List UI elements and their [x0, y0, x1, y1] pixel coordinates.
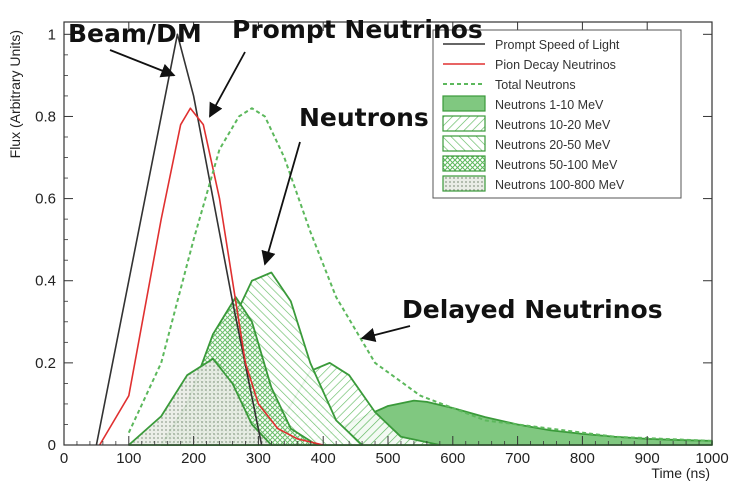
line-total-neutrons	[127, 107, 713, 442]
area-neutrons-100-800-mev	[127, 357, 273, 446]
annotation-neutrons: Neutrons	[261, 103, 429, 266]
legend-label: Neutrons 20-50 MeV	[495, 138, 611, 152]
legend-box	[432, 29, 682, 199]
y-tick-label: 0	[48, 437, 56, 454]
legend-swatch	[442, 175, 486, 192]
legend-entry-neutrons-10-20-mev: Neutrons 10-20 MeV	[442, 115, 611, 132]
y-tick-label: 1	[48, 26, 56, 43]
legend-label: Neutrons 10-20 MeV	[495, 118, 611, 132]
legend-swatch	[442, 155, 486, 172]
legend-label: Total Neutrons	[495, 78, 576, 92]
y-tick-label: 0.2	[35, 355, 56, 372]
legend-entry-neutrons-1-10-mev: Neutrons 1-10 MeV	[442, 95, 604, 112]
annotation-arrow	[109, 49, 176, 78]
annotation-delayed-neutrinos: Delayed Neutrinos	[360, 295, 663, 342]
flux-lines	[95, 33, 713, 446]
line-pion-decay-neutrinos	[98, 107, 324, 446]
neutron-areas	[127, 271, 713, 446]
annotation-arrow	[360, 325, 411, 342]
legend-label: Neutrons 50-100 MeV	[495, 158, 618, 172]
legend-swatch	[442, 95, 486, 112]
x-tick-label: 700	[505, 450, 530, 467]
legend-swatch	[442, 135, 486, 152]
annotation-label: Beam/DM	[68, 19, 202, 48]
annotation-label: Neutrons	[299, 103, 429, 132]
legend-entry-total-neutrons: Total Neutrons	[443, 78, 576, 92]
y-tick-label: 0.8	[35, 108, 56, 125]
annotations: Beam/DM Prompt Neutrinos Neutrons Delayed N…	[68, 15, 663, 342]
x-tick-label: 0	[60, 450, 68, 467]
x-tick-label: 600	[440, 450, 465, 467]
y-tick-label: 0.4	[35, 273, 56, 290]
line-prompt-speed-of-light	[95, 33, 263, 446]
annotation-label: Delayed Neutrinos	[402, 295, 663, 324]
x-tick-label: 900	[635, 450, 660, 467]
legend-label: Neutrons 100-800 MeV	[495, 178, 625, 192]
x-tick-label: 500	[375, 450, 400, 467]
x-tick-label: 800	[570, 450, 595, 467]
annotation-prompt-neutrinos: Prompt Neutrinos	[209, 15, 483, 118]
legend-label: Pion Decay Neutrinos	[495, 58, 616, 72]
x-tick-label: 1000	[695, 450, 728, 467]
x-tick-label: 400	[311, 450, 336, 467]
legend-entry-neutrons-100-800-mev: Neutrons 100-800 MeV	[442, 175, 625, 192]
annotation-arrow	[209, 51, 246, 118]
legend-label: Prompt Speed of Light	[495, 38, 620, 52]
legend: Prompt Speed of Light Pion Decay Neutrino…	[432, 29, 682, 199]
y-tick-label: 0.6	[35, 191, 56, 208]
x-tick-label: 100	[116, 450, 141, 467]
legend-entry-prompt-speed-of-light: Prompt Speed of Light	[443, 38, 620, 52]
x-axis-ticks: 0 100 200 300 400 500 600 700 800 900 1000	[60, 22, 729, 467]
y-axis-ticks: 0 0.2 0.4 0.6 0.8 1	[35, 26, 712, 454]
legend-entry-neutrons-20-50-mev: Neutrons 20-50 MeV	[442, 135, 611, 152]
legend-swatch	[442, 115, 486, 132]
x-axis-label: Time (ns)	[651, 465, 710, 481]
x-tick-label: 300	[246, 450, 271, 467]
x-tick-label: 200	[181, 450, 206, 467]
annotation-beam-dm: Beam/DM	[68, 19, 202, 78]
annotation-label: Prompt Neutrinos	[232, 15, 483, 44]
y-axis-label: Flux (Arbitrary Units)	[7, 30, 23, 158]
legend-label: Neutrons 1-10 MeV	[495, 98, 604, 112]
legend-entry-neutrons-50-100-mev: Neutrons 50-100 MeV	[442, 155, 618, 172]
annotation-arrow	[261, 141, 301, 266]
legend-entry-pion-decay-neutrinos: Pion Decay Neutrinos	[443, 58, 616, 72]
